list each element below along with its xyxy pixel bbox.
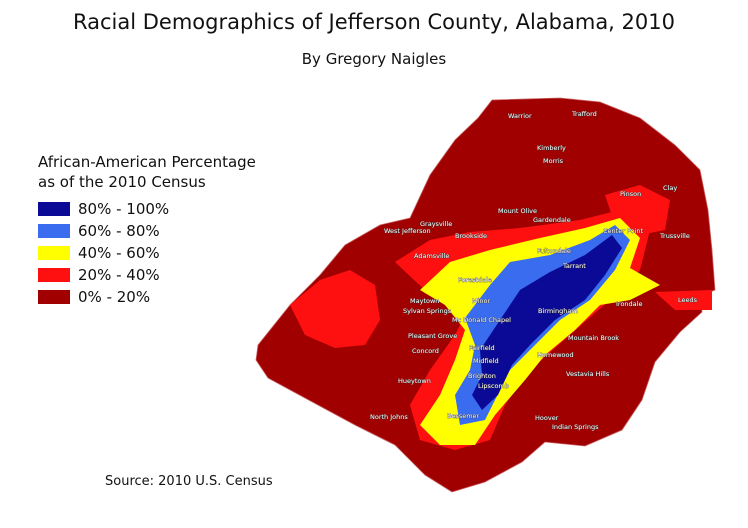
legend-swatch: [38, 246, 70, 260]
place-label: Mc Donald Chapel: [452, 316, 511, 324]
place-label: Lipscomb: [478, 382, 509, 390]
legend: African-American Percentage as of the 20…: [38, 152, 256, 308]
county-base: [255, 97, 716, 493]
legend-item: 60% - 80%: [38, 220, 256, 242]
legend-label: 0% - 20%: [78, 288, 151, 306]
legend-item: 20% - 40%: [38, 264, 256, 286]
legend-swatch: [38, 290, 70, 304]
red-area-east: [655, 290, 712, 310]
place-label: Pleasant Grove: [408, 332, 457, 340]
place-label: Adamsville: [414, 252, 449, 260]
place-label: Forestdale: [458, 276, 492, 284]
place-label: Indian Springs: [552, 423, 599, 431]
legend-swatch: [38, 224, 70, 238]
navy-area: [472, 235, 622, 410]
place-label: Midfield: [473, 357, 499, 365]
legend-title-line: African-American Percentage: [38, 153, 256, 171]
legend-label: 80% - 100%: [78, 200, 170, 218]
red-area-west: [290, 270, 380, 348]
place-label: Irondale: [616, 300, 642, 308]
place-label: Hoover: [535, 414, 559, 422]
place-label: Warrior: [508, 112, 532, 120]
legend-item: 80% - 100%: [38, 198, 256, 220]
map-subtitle: By Gregory Naigles: [301, 50, 447, 68]
place-label: Fultondale: [537, 247, 571, 255]
legend-swatch: [38, 268, 70, 282]
place-label: Birmingham: [538, 307, 578, 315]
legend-title-line: as of the 2010 Census: [38, 173, 206, 191]
legend-label: 60% - 80%: [78, 222, 160, 240]
place-label: Trafford: [571, 110, 597, 118]
place-label: West Jefferson: [384, 227, 431, 235]
legend-label: 40% - 60%: [78, 244, 160, 262]
place-label: Hueytown: [398, 377, 431, 385]
place-label: Mount Olive: [498, 207, 537, 215]
place-label: Brookside: [455, 232, 487, 240]
place-label: Fairfield: [469, 344, 495, 352]
place-label: Morris: [543, 157, 564, 165]
red-area-northeast: [605, 185, 670, 235]
place-label: Maytown: [410, 297, 439, 305]
place-label: Minor: [472, 297, 491, 305]
place-label: Center Point: [603, 227, 644, 235]
place-label: Gardendale: [533, 216, 571, 224]
blue-area: [455, 225, 630, 425]
place-label: Pinson: [620, 190, 641, 198]
legend-label: 20% - 40%: [78, 266, 160, 284]
legend-item: 0% - 20%: [38, 286, 256, 308]
place-label: North Johns: [370, 413, 408, 421]
legend-items: 80% - 100% 60% - 80% 40% - 60% 20% - 40% 0% …: [38, 198, 256, 308]
place-label: Brighton: [468, 372, 496, 380]
place-label: Kimberly: [537, 144, 566, 152]
source-note: Source: 2010 U.S. Census: [105, 474, 273, 489]
place-label: Mountain Brook: [568, 334, 619, 342]
legend-item: 40% - 60%: [38, 242, 256, 264]
red-area-central: [395, 210, 650, 450]
legend-title: African-American Percentage as of the 20…: [38, 152, 256, 192]
place-label: Sylvan Springs: [403, 307, 452, 315]
legend-swatch: [38, 202, 70, 216]
place-label: Graysville: [420, 220, 452, 228]
place-label: Homewood: [537, 351, 574, 359]
place-label: Bessemer: [447, 412, 480, 420]
map-title: Racial Demographics of Jefferson County,…: [73, 10, 675, 34]
place-label: Vestavia Hills: [566, 370, 610, 378]
place-label: Concord: [412, 347, 439, 355]
place-label: Leeds: [678, 296, 698, 304]
place-label: Clay: [663, 184, 677, 192]
place-label: Trussville: [659, 232, 690, 240]
place-label: Tarrant: [562, 262, 586, 270]
yellow-area: [420, 218, 660, 445]
